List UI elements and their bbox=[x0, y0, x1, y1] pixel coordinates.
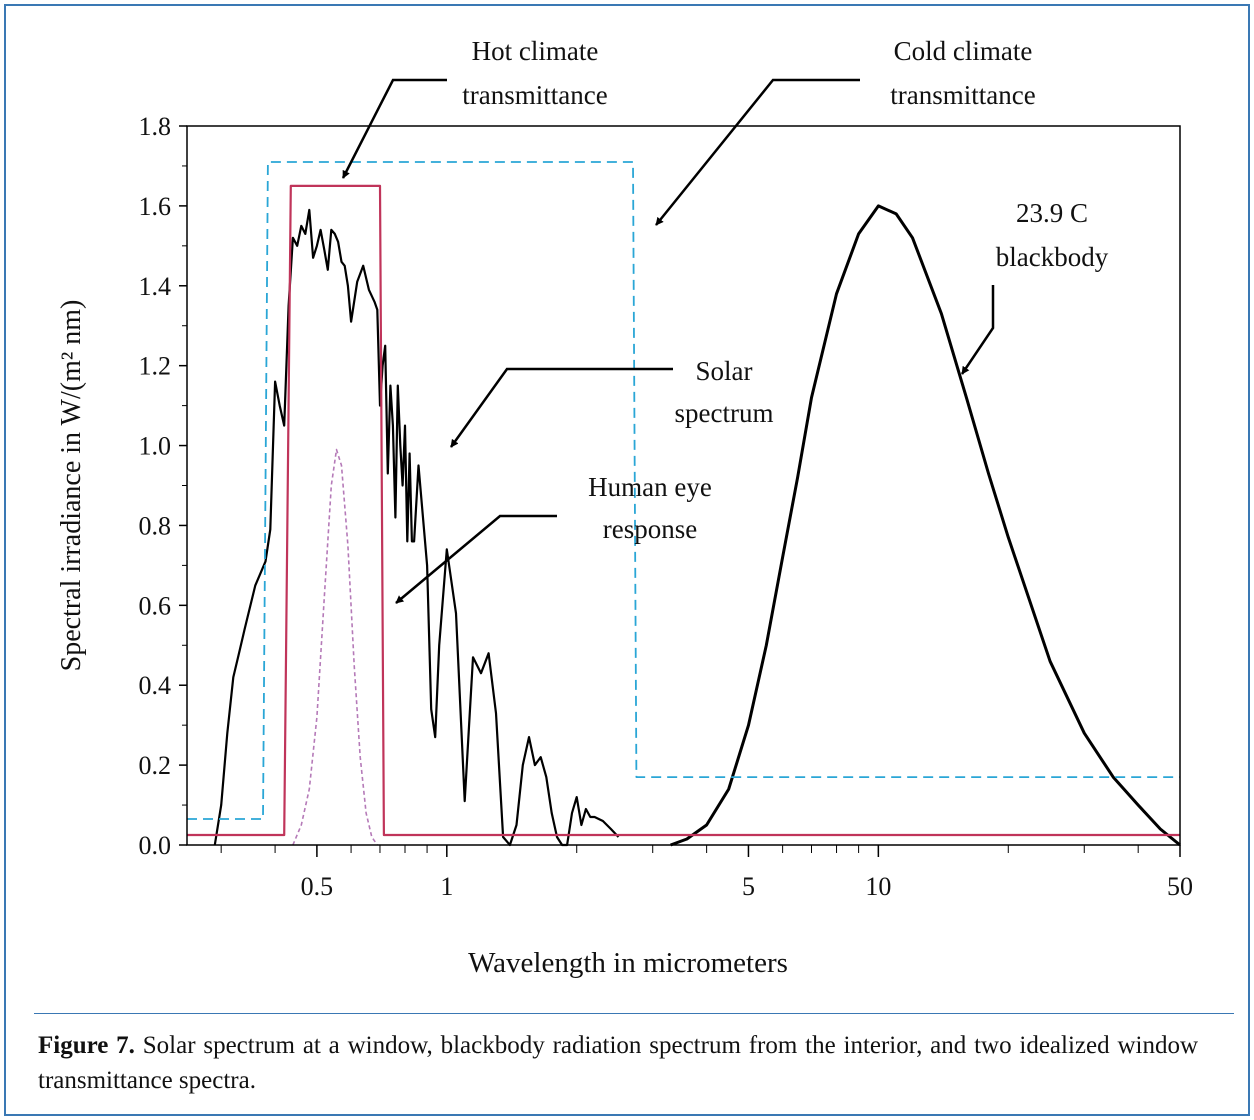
caption-label: Figure 7. bbox=[38, 1032, 135, 1059]
y-tick-label: 0.8 bbox=[139, 511, 172, 540]
annotation-eye-text: Human eye bbox=[588, 472, 712, 502]
hot-series-line bbox=[187, 184, 1180, 837]
blackbody-series-line bbox=[670, 204, 1181, 847]
y-tick-label: 0.0 bbox=[139, 831, 172, 860]
annotation-bb-text: 23.9 C bbox=[1016, 198, 1088, 228]
y-tick-label: 1.8 bbox=[139, 112, 172, 141]
y-axis-label: Spectral irradiance in W/(m² nm) bbox=[56, 300, 87, 672]
annotation-hot-arrow bbox=[341, 78, 447, 179]
x-tick-label: 5 bbox=[742, 872, 755, 901]
y-tick-label: 0.4 bbox=[139, 671, 172, 700]
annotation-bb-text: blackbody bbox=[996, 242, 1109, 272]
figure-caption: Figure 7. Solar spectrum at a window, bl… bbox=[38, 1028, 1198, 1098]
y-tick-label: 0.2 bbox=[139, 751, 172, 780]
annotation-bb-arrow bbox=[960, 285, 995, 375]
annotation-hot-text: Hot climate bbox=[472, 36, 599, 66]
x-axis-label: Wavelength in micrometers bbox=[468, 947, 788, 979]
y-tick-label: 1.0 bbox=[139, 432, 172, 461]
x-tick-label: 1 bbox=[440, 872, 453, 901]
y-tick-label: 1.2 bbox=[139, 352, 172, 381]
x-tick-label: 10 bbox=[865, 872, 891, 901]
annotation-solar-text: spectrum bbox=[675, 398, 774, 428]
x-tick-label: 50 bbox=[1167, 872, 1193, 901]
annotation-solar-text: Solar bbox=[696, 356, 753, 386]
x-tick-label: 0.5 bbox=[301, 872, 334, 901]
annotation-cold-text: transmittance bbox=[890, 80, 1035, 110]
figure-frame bbox=[4, 4, 1250, 1116]
solar-series-line bbox=[213, 208, 620, 847]
y-tick-label: 1.4 bbox=[139, 272, 172, 301]
annotation-cold-text: Cold climate bbox=[894, 36, 1033, 66]
caption-text: Solar spectrum at a window, blackbody ra… bbox=[38, 1032, 1198, 1094]
annotation-eye-arrow bbox=[395, 514, 557, 604]
annotation-hot-text: transmittance bbox=[462, 80, 607, 110]
cold-series-line bbox=[187, 161, 1180, 820]
y-tick-label: 1.6 bbox=[139, 192, 172, 221]
y-tick-label: 0.6 bbox=[139, 591, 172, 620]
caption-divider bbox=[34, 1013, 1234, 1014]
eye-series-line bbox=[292, 448, 378, 846]
annotation-solar-arrow bbox=[449, 367, 673, 448]
annotation-eye-text: response bbox=[603, 514, 697, 544]
annotation-cold-arrow bbox=[655, 78, 860, 226]
